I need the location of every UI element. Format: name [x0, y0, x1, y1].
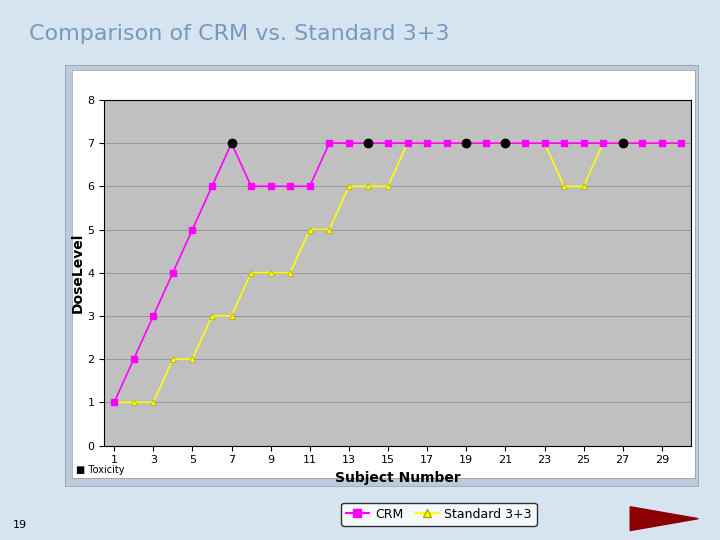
X-axis label: Subject Number: Subject Number — [335, 471, 461, 485]
Polygon shape — [630, 507, 698, 530]
Legend: CRM, Standard 3+3: CRM, Standard 3+3 — [341, 503, 536, 525]
Text: Comparison of CRM vs. Standard 3+3: Comparison of CRM vs. Standard 3+3 — [29, 24, 449, 44]
Text: 19: 19 — [13, 520, 27, 530]
Y-axis label: DoseLevel: DoseLevel — [71, 233, 85, 313]
Text: ■ Toxicity: ■ Toxicity — [76, 465, 124, 476]
